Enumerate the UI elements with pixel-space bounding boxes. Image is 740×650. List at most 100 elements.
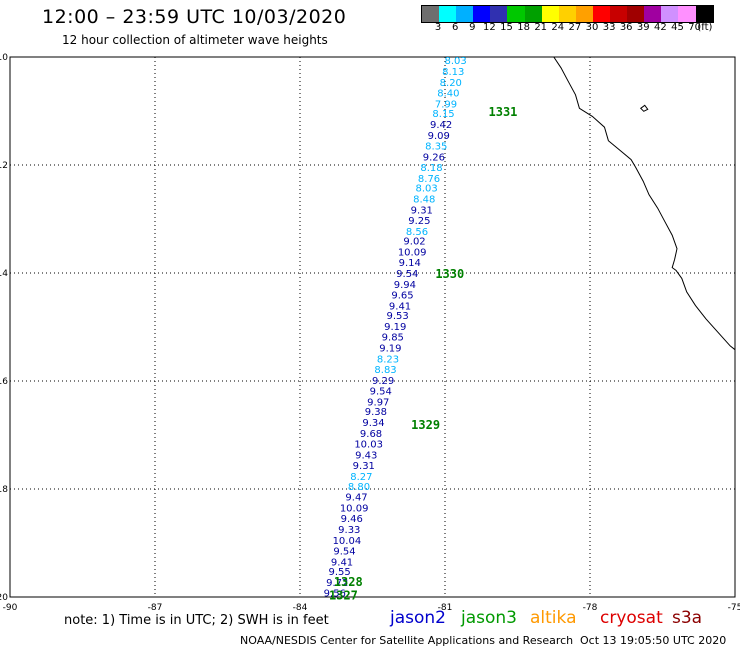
colorbar-tick-label: 24 (551, 22, 565, 33)
x-tick-label: -75 (728, 603, 740, 613)
wave-height-label: 8.83 (374, 365, 396, 376)
x-tick-label: -78 (583, 603, 598, 613)
wave-height-label: 8.03 (416, 184, 438, 195)
colorbar-tick-label: 21 (534, 22, 548, 33)
wave-height-label: 8.76 (418, 174, 440, 185)
colorbar-swatch (490, 6, 508, 22)
satellite-legend-s3a: s3a (672, 608, 703, 628)
colorbar-tick-label: 27 (568, 22, 582, 33)
coastline (553, 56, 736, 351)
pass-number-label: 1331 (489, 105, 518, 119)
wave-height-label: 9.68 (360, 429, 382, 440)
y-tick-label: -10 (0, 53, 8, 63)
wave-height-label: 9.19 (384, 322, 406, 333)
wave-height-label: 9.47 (345, 493, 367, 504)
colorbar-tick-label: 12 (483, 22, 496, 33)
wave-height-label: 8.56 (406, 227, 428, 238)
y-tick-label: -12 (0, 161, 8, 171)
wave-height-label: 8.27 (350, 472, 372, 483)
wave-height-label: 8.48 (413, 194, 435, 205)
wave-height-label: 9.85 (382, 333, 404, 344)
generated-time: Oct 13 19:05:50 UTC 2020 (580, 634, 727, 647)
wave-height-label: 9.14 (399, 258, 421, 269)
wave-height-label: 9.26 (423, 152, 445, 163)
colorbar-swatch (541, 6, 559, 22)
wave-height-label: 8.20 (440, 78, 462, 89)
wave-height-label: 9.02 (403, 237, 425, 248)
y-tick-label: -20 (0, 593, 8, 603)
wave-height-label: 10.09 (398, 247, 427, 258)
wave-height-label: 9.41 (331, 557, 353, 568)
wave-height-label: 8.03 (445, 56, 467, 67)
wave-height-label: 9.54 (370, 387, 392, 398)
x-tick-label: -90 (3, 603, 18, 613)
colorbar-swatch (473, 6, 491, 22)
y-tick-label: -14 (0, 269, 8, 279)
wave-height-label: 9.38 (365, 407, 387, 418)
colorbar-swatch (422, 6, 440, 22)
wave-height-label: 9.29 (372, 376, 394, 387)
colorbar-swatch (661, 6, 679, 22)
colorbar-tick-label: 3 (434, 22, 442, 33)
y-tick-label: -16 (0, 377, 8, 387)
colorbar-unit: (ft) (697, 22, 713, 33)
wave-height-label: 8.35 (425, 142, 447, 153)
wave-height-label: 8.18 (420, 163, 442, 174)
wave-height-label: 8.40 (437, 89, 459, 100)
wave-height-label: 9.34 (362, 418, 384, 429)
colorbar-swatch (456, 6, 474, 22)
wave-height-label: 9.46 (341, 514, 363, 525)
colorbar-tick-label: 42 (654, 22, 667, 33)
credit-line: NOAA/NESDIS Center for Satellite Applica… (240, 634, 574, 647)
pass-number-label: 1327 (329, 588, 358, 602)
colorbar-swatch (439, 6, 457, 22)
wave-height-label: 9.33 (338, 525, 360, 536)
satellite-legend-jason3: jason3 (461, 608, 517, 628)
colorbar-tick-label: 36 (619, 22, 633, 33)
wave-height-label: 9.25 (408, 216, 430, 227)
pass-number-label: 1328 (334, 575, 363, 589)
map-frame (9, 56, 736, 598)
wave-height-label: 8.13 (442, 67, 464, 78)
colorbar-swatch (558, 6, 576, 22)
wave-height-label: 9.54 (333, 547, 355, 558)
wave-height-label: 9.94 (394, 280, 416, 291)
colorbar-swatch (524, 6, 542, 22)
colorbar-tick-label: 30 (585, 22, 599, 33)
wave-height-label: 9.97 (367, 398, 389, 409)
wave-height-label: 9.53 (387, 311, 409, 322)
wave-height-label: 9.31 (353, 461, 375, 472)
x-tick-label: -87 (148, 603, 163, 613)
page-subtitle: 12 hour collection of altimeter wave hei… (62, 33, 328, 47)
x-tick-label: -81 (438, 603, 453, 613)
wave-height-label: 9.19 (379, 344, 401, 355)
coast-feature (639, 104, 649, 112)
colorbar-swatch (695, 6, 713, 22)
pass-number-label: 1330 (435, 267, 464, 281)
colorbar-swatch (507, 6, 525, 22)
y-tick-label: -18 (0, 485, 8, 495)
wave-height-label: 9.54 (396, 269, 418, 280)
colorbar-tick-label: 39 (636, 22, 650, 33)
satellite-legend-altika: altika (530, 608, 577, 628)
colorbar-swatch (627, 6, 645, 22)
satellite-legend-cryosat: cryosat (600, 608, 663, 628)
colorbar-swatch (575, 6, 593, 22)
wave-height-label: 8.15 (432, 109, 454, 120)
wave-height-label: 10.04 (333, 536, 362, 547)
wave-height-label: 9.31 (411, 205, 433, 216)
wave-height-label: 8.80 (348, 482, 370, 493)
wave-height-label: 9.42 (430, 120, 452, 131)
colorbar-swatch (610, 6, 628, 22)
wave-height-label: 9.65 (391, 291, 413, 302)
colorbar-tick-labels: 3 6 9 12 15 18 21 24 27 30 33 36 39 42 45 70 (ft) (421, 22, 729, 36)
colorbar-tick-label: 70 (688, 22, 701, 33)
wave-height-label: 10.09 (340, 503, 369, 514)
pass-number-label: 1329 (411, 418, 440, 432)
wave-height-label: 9.09 (428, 131, 450, 142)
colorbar-swatch (678, 6, 696, 22)
colorbar-tick-label: 33 (602, 22, 616, 33)
wave-height-colorbar (421, 5, 714, 23)
